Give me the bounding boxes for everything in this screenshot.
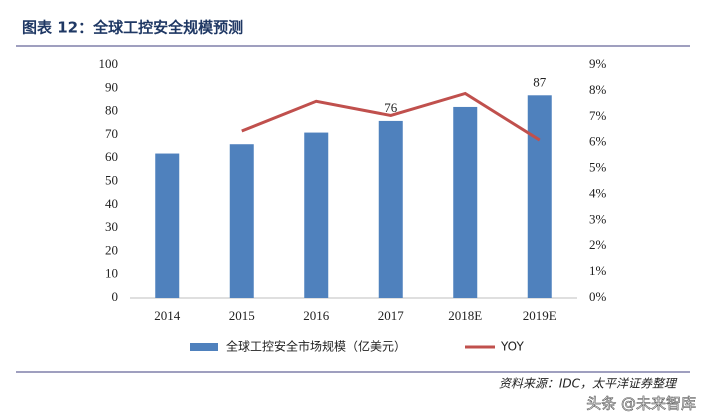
x-tick-label: 2017 [378,308,405,323]
bar [155,153,180,298]
y-tick-label: 90 [105,79,118,94]
bar [527,95,552,298]
legend-label: 全球工控安全市场规模（亿美元） [226,339,406,354]
bar [229,144,254,298]
bar [378,120,403,298]
y2-tick-label: 5% [589,160,607,175]
y-tick-label: 40 [105,196,118,211]
bar [304,132,329,298]
y-tick-label: 20 [105,242,118,257]
x-tick-label: 2016 [303,308,330,323]
watermark: 头条 @未来智库 [586,395,696,413]
y2-tick-label: 1% [589,263,607,278]
title: 图表 12：全球工控安全规模预测 [22,19,243,37]
source: 资料来源：IDC，太平洋证券整理 [499,377,678,391]
y-tick-label: 100 [99,56,119,71]
x-tick-label: 2015 [229,308,255,323]
y2-tick-label: 2% [589,237,607,252]
line [241,91,541,142]
x-tick-label: 2019E [523,308,557,323]
y2-tick-label: 7% [589,108,607,123]
y2-tick-label: 8% [589,82,607,97]
x-tick-label: 2018E [448,308,482,323]
y-tick-label: 10 [105,266,118,281]
bar [453,106,478,298]
value-label: 76 [384,100,398,115]
y2-tick-label: 9% [589,56,607,71]
y-tick-label: 80 [105,103,118,118]
legend-label: YOY [500,340,524,354]
y-tick-label: 60 [105,149,118,164]
y2-tick-label: 4% [589,185,607,200]
x-tick-label: 2014 [154,308,181,323]
y-tick-label: 30 [105,219,118,234]
value-label: 87 [533,74,547,89]
y-tick-label: 0 [112,289,119,304]
y2-tick-label: 6% [589,134,607,149]
y-tick-label: 50 [105,172,118,187]
y2-tick-label: 0% [589,289,607,304]
y-tick-label: 70 [105,126,118,141]
y2-tick-label: 3% [589,211,607,226]
legend-swatch [190,343,218,351]
